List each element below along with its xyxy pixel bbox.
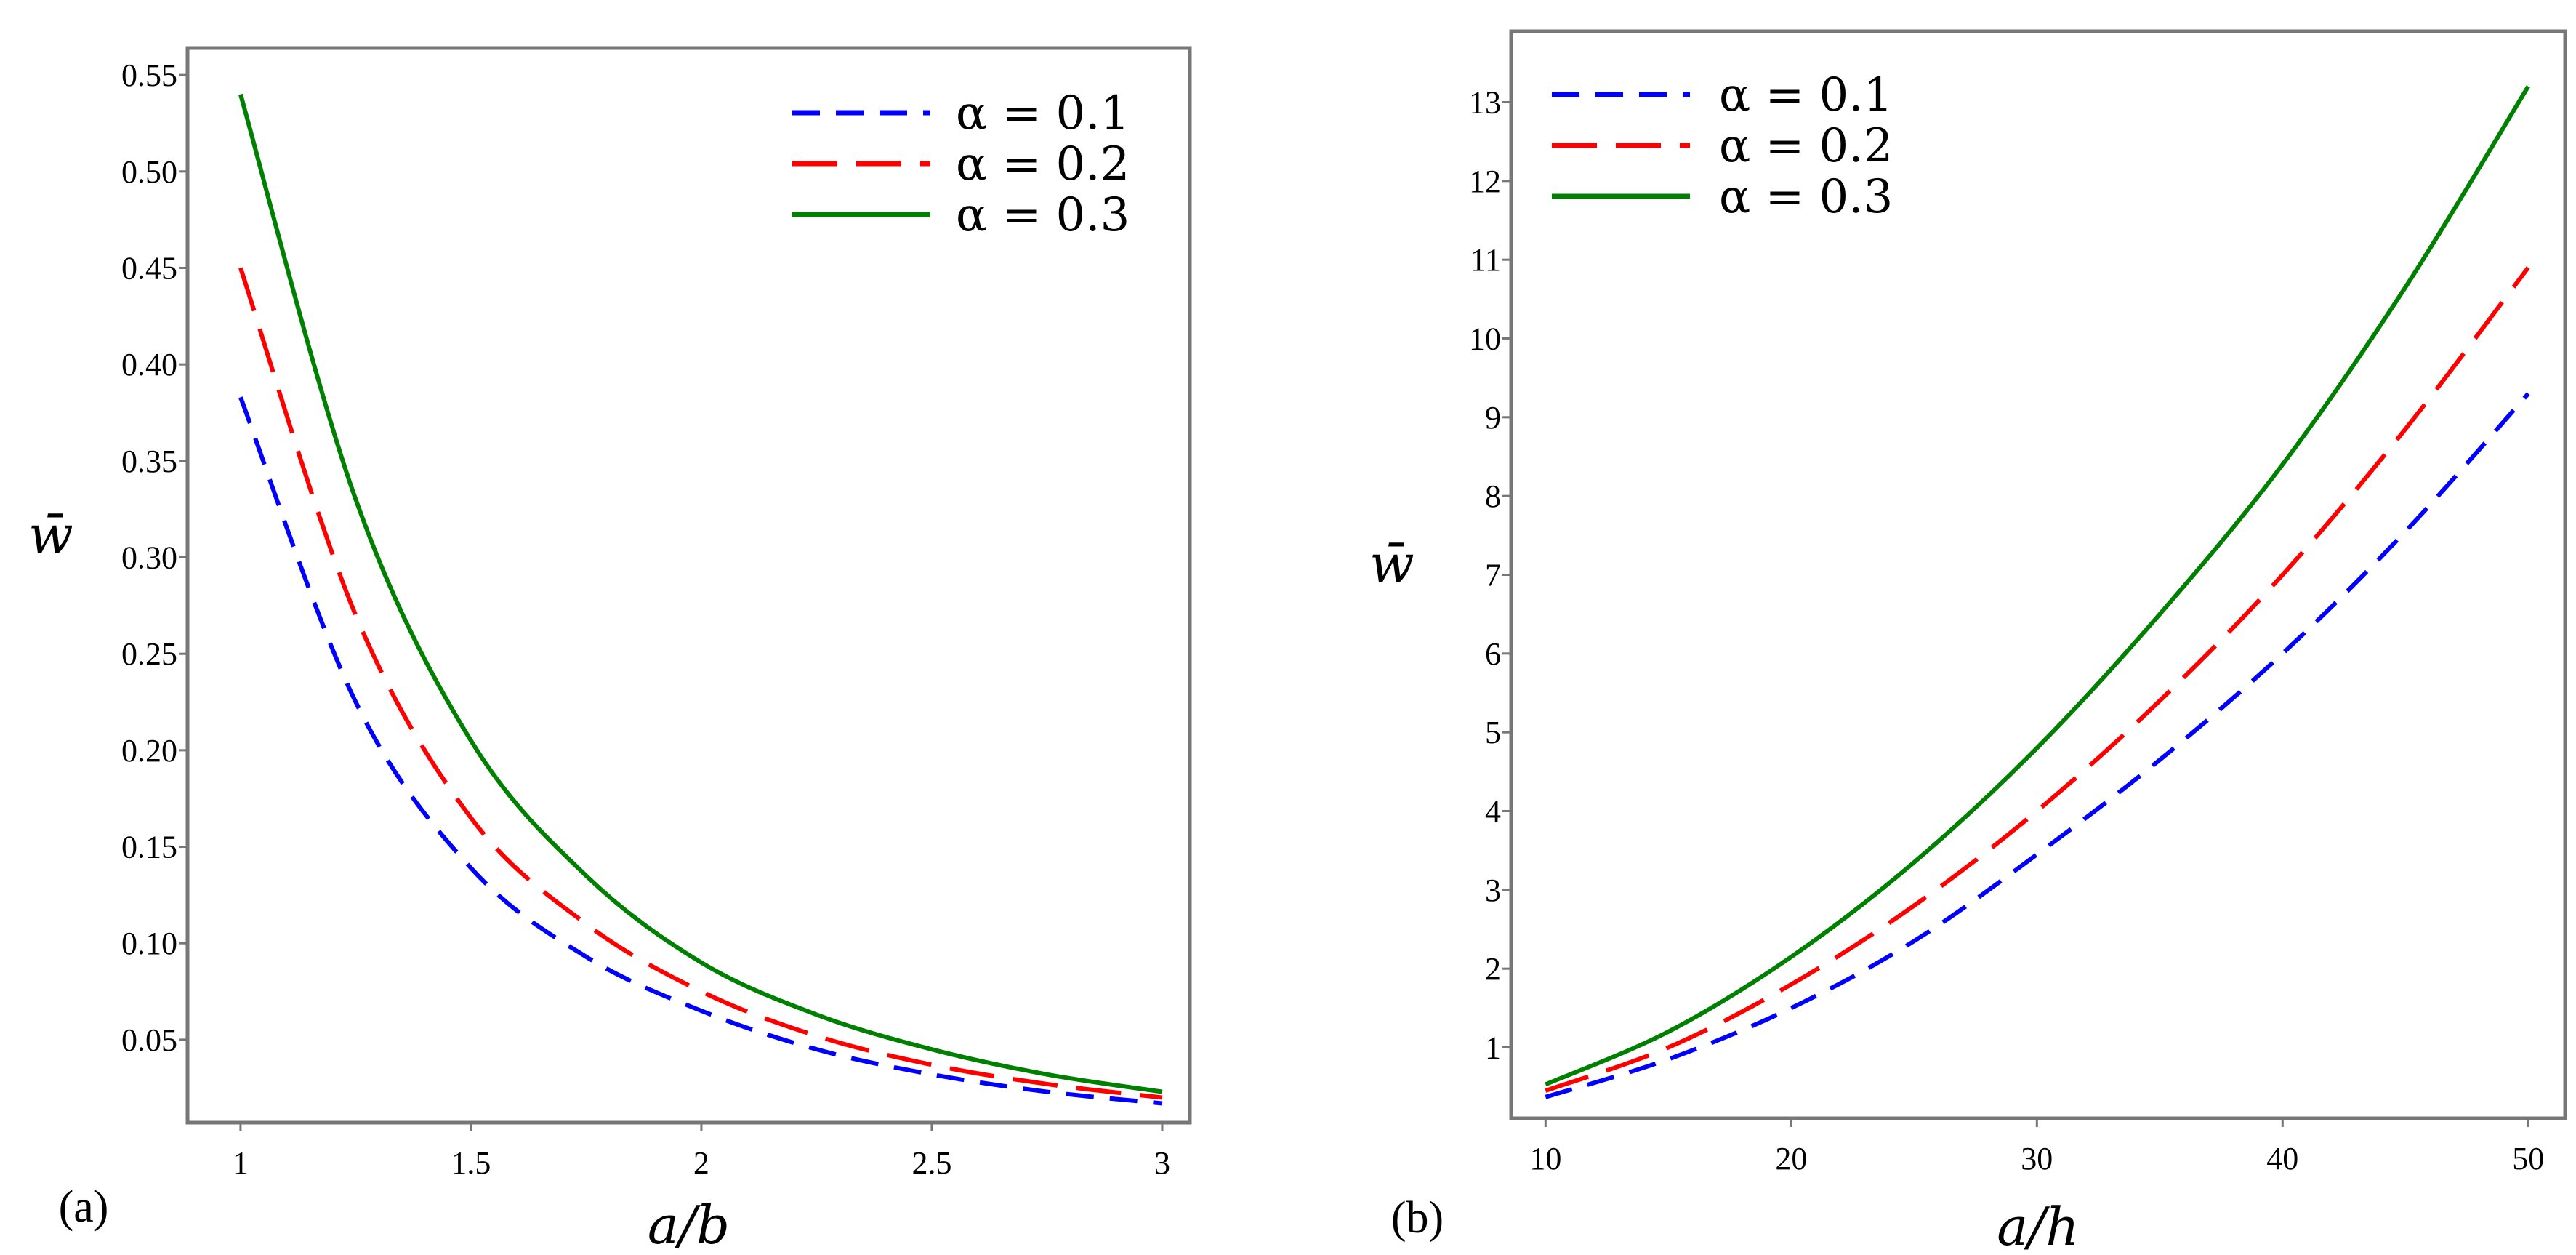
y-tick-label: 0.40 [121,347,177,382]
plot-frame [185,46,1192,1125]
series-line-03 [238,93,1163,1094]
y-tick-label: 2 [1485,951,1501,987]
x-axis-label: a/h [1997,1196,2080,1255]
y-axis-label: w̄ [28,504,73,565]
y-tick-label: 1 [1485,1030,1501,1066]
y-tick-label: 3 [1485,873,1501,908]
x-tick-label: 20 [1775,1141,1807,1176]
y-tick-label: 5 [1485,715,1501,750]
y-tick-label: 0.20 [121,733,177,769]
x-tick-label: 1.5 [451,1145,491,1181]
y-tick-label: 0.25 [121,636,177,672]
y-tick-label: 0.10 [121,926,177,961]
x-tick-label: 50 [2512,1141,2544,1176]
y-tick-label: 9 [1485,400,1501,436]
y-tick-label: 0.55 [121,57,177,93]
legend-entry: α = 0.3 [1719,170,1893,224]
series-line-02 [1545,266,2530,1093]
y-tick-label: 0.45 [121,250,177,286]
y-tick-label: 13 [1469,85,1501,121]
chart-panel-a: 1 1.5 2 2.5 3 0.05 0.10 0.15 0.20 0.25 0.30 0.35 0.4… [28,46,1192,1255]
y-tick-label: 4 [1485,794,1501,830]
x-tick-label: 30 [2021,1141,2053,1176]
legend-entry: α = 0.1 [1719,68,1893,122]
y-tick-label: 10 [1469,321,1501,357]
x-axis-label: a/b [648,1195,730,1255]
y-tick-label: 0.35 [121,444,177,479]
series-line-03 [1545,85,2530,1087]
y-tick-label: 8 [1485,478,1501,514]
plot-frame [1509,29,2567,1120]
y-tick-label: 6 [1485,636,1501,672]
x-tick-label: 2 [693,1145,709,1181]
y-tick-label: 12 [1469,164,1501,199]
y-tick-label: 0.05 [121,1022,177,1058]
y-tick-label: 0.30 [121,540,177,576]
x-tick-label: 40 [2266,1141,2298,1176]
x-tick-label: 10 [1529,1141,1561,1176]
panel-label: (a) [59,1182,109,1232]
legend-entry: α = 0.2 [1719,119,1893,173]
legend-entry: α = 0.2 [956,137,1130,191]
x-tick-label: 1 [233,1145,249,1181]
y-tick-label: 11 [1470,242,1501,278]
series-line-01 [1545,392,2530,1099]
y-tick-label: 7 [1485,558,1501,593]
y-tick-label: 0.15 [121,830,177,865]
panel-label: (b) [1391,1193,1444,1243]
series-line-02 [238,267,1163,1100]
x-tick-label: 3 [1154,1145,1170,1181]
y-axis-label: w̄ [1369,533,1414,594]
x-tick-label: 2.5 [911,1145,951,1181]
series-line-01 [238,396,1163,1106]
legend-entry: α = 0.1 [956,87,1130,140]
y-tick-label: 0.50 [121,154,177,190]
legend-entry: α = 0.3 [956,188,1130,242]
